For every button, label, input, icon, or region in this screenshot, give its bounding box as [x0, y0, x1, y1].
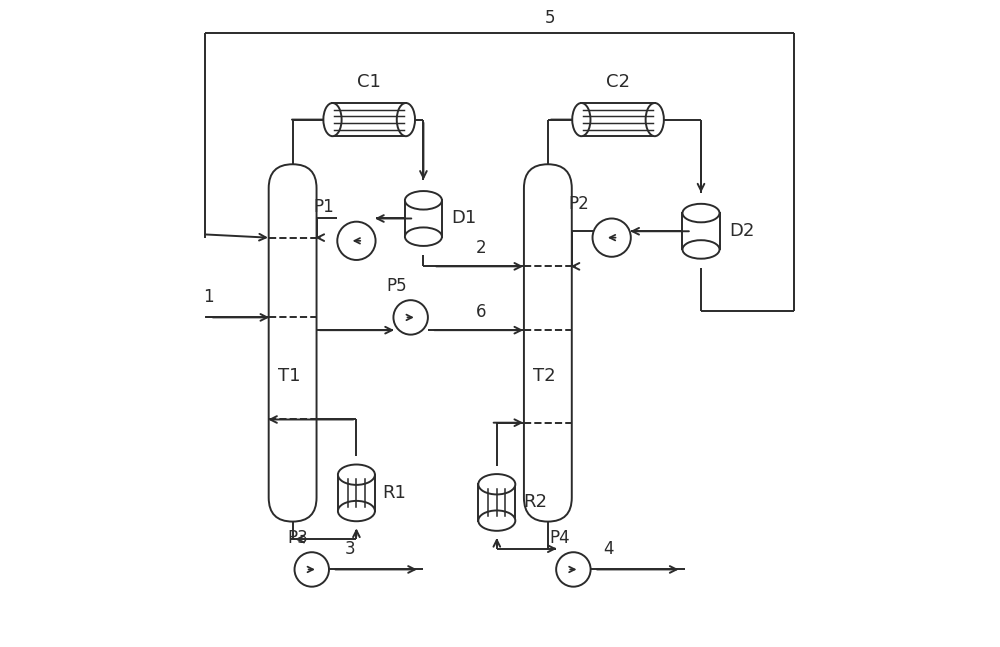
FancyBboxPatch shape: [269, 164, 317, 521]
Text: R2: R2: [523, 494, 547, 511]
Ellipse shape: [478, 510, 515, 531]
Text: P5: P5: [386, 277, 407, 294]
FancyBboxPatch shape: [524, 164, 572, 521]
Text: P1: P1: [313, 198, 334, 216]
Text: T2: T2: [533, 367, 556, 385]
Bar: [682, 213, 720, 250]
Circle shape: [556, 553, 591, 587]
Text: 6: 6: [476, 303, 486, 321]
Ellipse shape: [405, 191, 442, 210]
Text: D2: D2: [729, 223, 754, 240]
Circle shape: [393, 300, 428, 334]
Circle shape: [593, 219, 631, 257]
Bar: [332, 103, 406, 136]
Ellipse shape: [397, 103, 415, 136]
Text: P4: P4: [549, 529, 570, 547]
Text: C1: C1: [357, 73, 381, 91]
Ellipse shape: [338, 501, 375, 521]
Text: P3: P3: [287, 529, 308, 547]
Ellipse shape: [338, 465, 375, 485]
Ellipse shape: [572, 103, 590, 136]
Text: 1: 1: [203, 288, 214, 306]
Ellipse shape: [646, 103, 664, 136]
Text: R1: R1: [383, 484, 406, 502]
Circle shape: [295, 553, 329, 587]
Text: 4: 4: [603, 540, 614, 558]
Bar: [478, 484, 515, 521]
Text: T1: T1: [278, 367, 301, 385]
Bar: [405, 201, 442, 237]
Text: P2: P2: [569, 195, 589, 213]
Ellipse shape: [323, 103, 342, 136]
Ellipse shape: [478, 474, 515, 494]
Ellipse shape: [682, 204, 720, 223]
Ellipse shape: [682, 240, 720, 259]
Ellipse shape: [405, 228, 442, 246]
Text: D1: D1: [452, 210, 477, 228]
Text: 2: 2: [476, 239, 486, 257]
Bar: [338, 475, 375, 511]
Bar: [581, 103, 655, 136]
Text: 3: 3: [345, 540, 355, 558]
Text: C2: C2: [606, 73, 630, 91]
Circle shape: [337, 222, 376, 260]
Text: 5: 5: [545, 9, 555, 27]
